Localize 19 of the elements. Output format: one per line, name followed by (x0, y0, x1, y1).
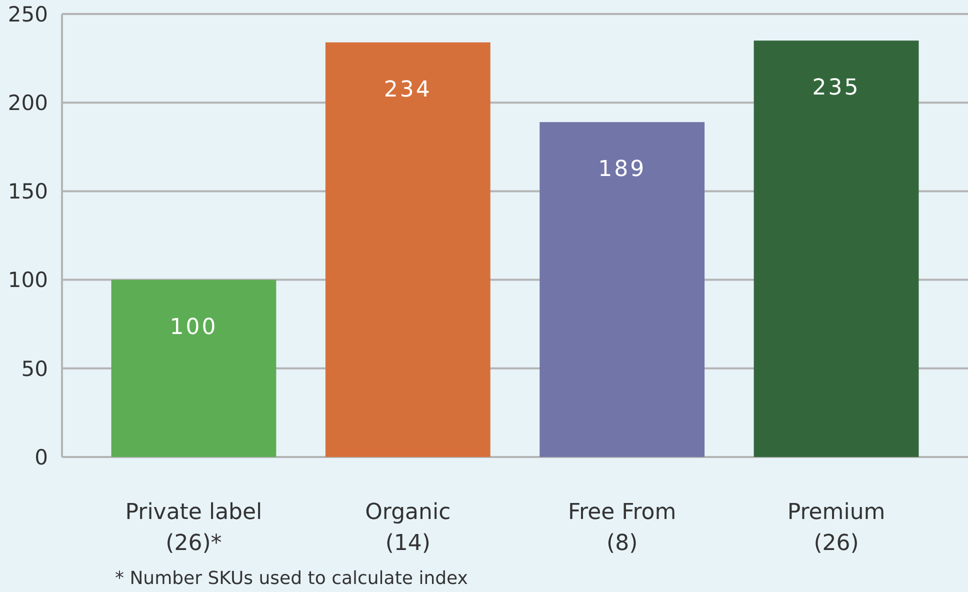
y-tick-label: 200 (8, 90, 48, 115)
data-label: 189 (598, 157, 646, 182)
y-tick-label: 50 (21, 356, 48, 381)
bar (540, 122, 705, 457)
x-tick-label: Private label (26)* (125, 500, 262, 556)
text: * Number SKUs used to calculate index (115, 568, 468, 589)
y-tick-label: 250 (8, 2, 48, 26)
bar (325, 42, 490, 457)
data-label: 234 (384, 77, 432, 102)
bar (754, 40, 919, 457)
x-tick-label: Premium (26) (787, 500, 886, 556)
y-tick-label: 100 (8, 268, 48, 292)
bar (111, 280, 276, 457)
x-tick-label: Organic (14) (365, 500, 451, 556)
data-label: 235 (812, 76, 860, 101)
x-tick-label: Free From (8) (568, 500, 676, 556)
y-tick-label: 0 (34, 445, 48, 470)
data-label: 100 (170, 314, 218, 340)
y-tick-label: 150 (8, 180, 48, 204)
